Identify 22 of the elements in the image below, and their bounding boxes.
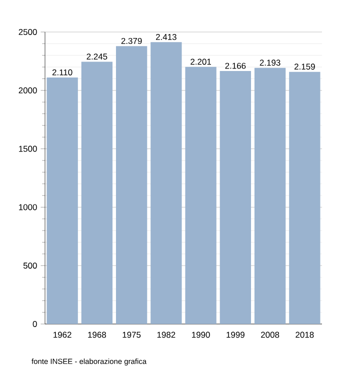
x-tick-label: 1990 [192,332,210,338]
data-label: 2.193 [260,60,280,66]
x-tick-label: 2008 [261,332,280,338]
y-tick-label: 0 [32,321,37,327]
x-tick-label: 1975 [122,332,141,338]
data-label: 2.379 [121,38,142,44]
data-label: 2.159 [294,64,315,70]
y-tick-label: 1000 [19,204,37,210]
data-label: 2.245 [86,54,108,60]
y-tick-label: 500 [23,262,37,269]
x-tick-label: 1968 [88,332,106,338]
x-tick-label: 2018 [296,332,314,338]
data-label: 2.110 [52,69,72,76]
x-tick-label: 1999 [226,332,244,338]
y-tick-label: 2500 [18,29,37,35]
x-tick-label: 1962 [54,332,72,338]
data-label: 2.413 [156,34,176,40]
x-tick-label: 1982 [157,332,176,338]
data-label: 2.166 [225,62,246,69]
data-label: 2.201 [190,58,211,65]
y-tick-label: 1500 [19,146,37,152]
y-tick-label: 2000 [18,87,37,94]
